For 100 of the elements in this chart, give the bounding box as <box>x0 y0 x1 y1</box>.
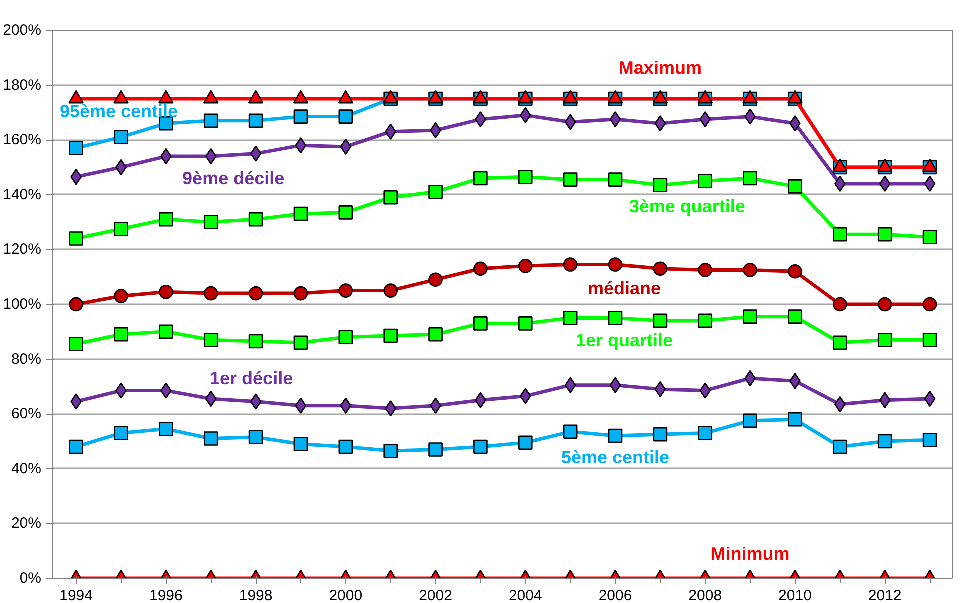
series-label: 5ème centile <box>561 447 670 468</box>
point <box>654 381 666 398</box>
series-label: 1er quartile <box>576 330 674 351</box>
point <box>653 428 668 442</box>
point <box>654 116 666 132</box>
series-label: Maximum <box>618 58 702 78</box>
x-tick-label: 2000 <box>329 588 363 603</box>
point <box>563 258 578 272</box>
x-tick-label: 2012 <box>868 588 902 603</box>
point <box>788 412 802 427</box>
point <box>295 137 307 154</box>
x-tick-label: 1996 <box>149 588 183 603</box>
y-tick-label: 180% <box>3 76 42 94</box>
point <box>248 114 264 128</box>
point <box>653 314 668 328</box>
point <box>294 110 308 124</box>
y-tick-label: 0% <box>20 570 42 587</box>
point <box>518 436 533 450</box>
point <box>384 444 398 458</box>
x-tick-label: 2010 <box>778 588 812 603</box>
point <box>338 206 354 220</box>
point <box>114 327 128 342</box>
x-tick-label: 2002 <box>419 588 452 603</box>
point <box>698 314 713 328</box>
point <box>338 440 354 454</box>
x-tick-label: 2006 <box>598 588 632 603</box>
point <box>250 394 262 410</box>
series-label: médiane <box>588 278 662 299</box>
point <box>159 212 174 227</box>
x-tick-label: 2004 <box>508 588 542 603</box>
point <box>698 263 713 278</box>
point <box>340 138 352 156</box>
point <box>878 434 892 449</box>
point <box>743 414 758 428</box>
point <box>474 440 488 454</box>
point <box>743 263 758 278</box>
point <box>428 442 443 457</box>
point <box>428 272 443 287</box>
series-label: 1er décile <box>210 368 294 388</box>
point <box>698 426 713 440</box>
point <box>428 327 443 342</box>
y-tick-label: 140% <box>3 186 42 204</box>
point <box>878 297 892 312</box>
point <box>428 185 443 200</box>
point <box>878 227 892 242</box>
point <box>924 176 936 192</box>
point <box>653 262 668 276</box>
point <box>474 171 488 186</box>
series-label: 95ème centile <box>60 102 178 122</box>
point <box>248 430 264 445</box>
point <box>294 206 308 222</box>
point <box>922 297 938 312</box>
point <box>922 432 938 448</box>
point <box>608 172 623 187</box>
point <box>204 332 218 348</box>
point <box>204 215 218 230</box>
point <box>700 382 712 399</box>
point <box>788 264 802 279</box>
point <box>922 230 938 245</box>
point <box>653 178 668 192</box>
point <box>114 426 128 440</box>
point <box>474 316 488 331</box>
point <box>114 130 128 145</box>
point <box>608 311 623 326</box>
point <box>338 284 354 298</box>
point <box>564 377 576 394</box>
point <box>879 392 891 409</box>
point <box>114 289 128 304</box>
point <box>69 232 84 246</box>
point <box>608 428 623 444</box>
y-tick-label: 20% <box>11 515 42 532</box>
point <box>608 258 623 272</box>
point <box>294 437 308 452</box>
point <box>294 336 308 350</box>
point <box>204 432 218 446</box>
point <box>159 422 174 436</box>
point <box>879 176 891 192</box>
point <box>520 107 532 124</box>
point <box>743 310 758 324</box>
y-tick-label: 120% <box>3 241 42 258</box>
x-tick-label: 1998 <box>239 588 273 603</box>
series-label: 3ème quartile <box>629 196 746 216</box>
point <box>788 310 802 324</box>
point <box>878 332 892 348</box>
point <box>698 174 713 188</box>
point <box>295 398 307 414</box>
y-tick-label: 80% <box>11 350 42 368</box>
point <box>610 111 622 128</box>
x-tick-label: 2008 <box>688 588 722 603</box>
point <box>384 190 398 205</box>
point <box>205 148 217 165</box>
point <box>924 390 936 408</box>
point <box>384 284 398 298</box>
point <box>833 336 848 350</box>
point <box>340 398 352 414</box>
point <box>205 390 217 408</box>
point <box>700 111 712 128</box>
point <box>204 286 218 301</box>
point <box>204 114 218 128</box>
y-tick-label: 40% <box>11 460 42 478</box>
